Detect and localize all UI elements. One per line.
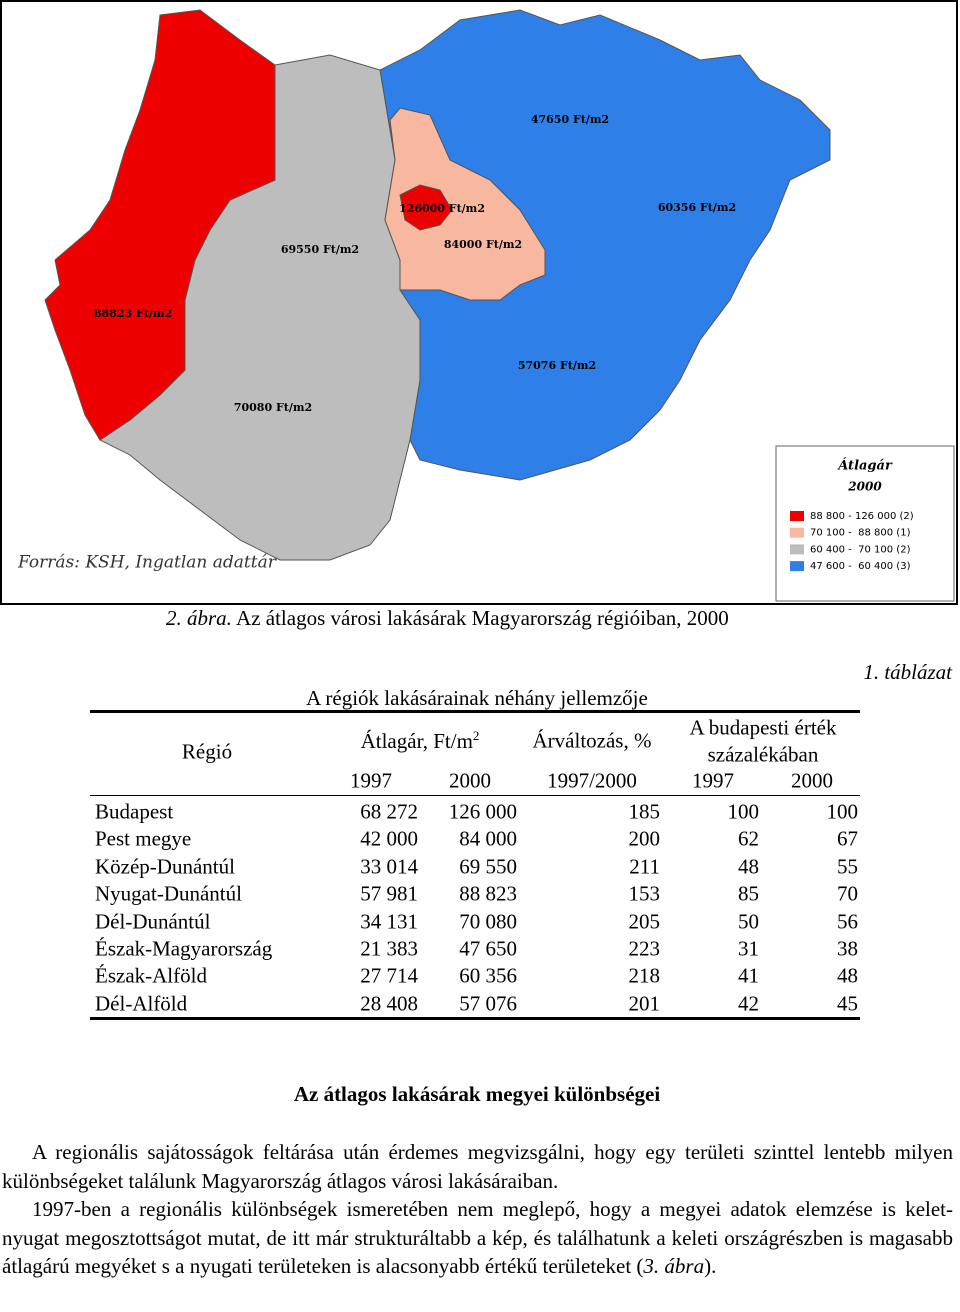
row-label: Észak-Alföld <box>95 963 207 988</box>
legend-swatch <box>790 544 804 555</box>
cell: 185 <box>628 799 661 824</box>
cell: 100 <box>826 799 859 824</box>
cell: 62 <box>738 826 759 851</box>
superscript: 2 <box>472 728 480 743</box>
legend-swatch <box>790 527 804 538</box>
cell: 69 550 <box>459 854 517 879</box>
cell: 45 <box>837 991 858 1016</box>
cell: 223 <box>628 936 661 961</box>
cell: 211 <box>629 854 660 879</box>
source: Forrás: KSH, Ingatlan adattár <box>17 553 277 573</box>
map-label: 88823 Ft/m2 <box>94 307 172 320</box>
cell: 57 981 <box>360 881 418 906</box>
legend-item: 47 600 - 60 400 (3) <box>810 561 911 572</box>
cell: 70 <box>837 881 858 906</box>
map-label: 60356 Ft/m2 <box>658 201 736 214</box>
legend-box <box>775 445 955 602</box>
cell: 42 000 <box>360 826 418 851</box>
header: A budapesti érték <box>689 715 837 740</box>
cell: 88 823 <box>459 881 517 906</box>
legend-swatch <box>790 561 804 572</box>
cell: 48 <box>837 963 858 988</box>
cell: 126 000 <box>448 799 517 824</box>
header: Árváltozás, % <box>532 728 652 753</box>
rule <box>90 795 860 796</box>
subheader: 1997 <box>692 768 734 793</box>
legend-year: 2000 <box>847 480 882 494</box>
cell: 100 <box>727 799 760 824</box>
rule <box>90 710 860 713</box>
map-label: 69550 Ft/m2 <box>281 243 359 256</box>
cell: 68 272 <box>360 799 418 824</box>
header-text: Átlagár, Ft/m <box>360 729 473 753</box>
rule <box>90 1017 860 1020</box>
section-heading: Az átlagos lakásárak megyei különbségei <box>293 1082 661 1106</box>
cell: 33 014 <box>360 854 418 879</box>
header: Átlagár, Ft/m2 <box>361 728 480 754</box>
map-label: 57076 Ft/m2 <box>518 359 596 372</box>
subheader: 2000 <box>449 768 491 793</box>
cell: 85 <box>738 881 759 906</box>
cell: 70 080 <box>459 909 517 934</box>
map-label: 70080 Ft/m2 <box>234 401 312 414</box>
figure-ref: 3. ábra <box>643 1254 705 1278</box>
cell: 21 383 <box>360 936 418 961</box>
legend-item: 60 400 - 70 100 (2) <box>810 544 911 555</box>
row-label: Észak-Magyarország <box>95 936 273 961</box>
legend-item: 70 100 - 88 800 (1) <box>810 528 911 539</box>
cell: 153 <box>628 881 661 906</box>
header: Régió <box>181 739 233 764</box>
cell: 42 <box>738 991 759 1016</box>
cell: 60 356 <box>459 963 517 988</box>
subheader: 1997/2000 <box>547 768 637 793</box>
subheader: 2000 <box>791 768 833 793</box>
paragraph-text: 1997-ben a regionális különbségek ismere… <box>2 1197 953 1278</box>
cell: 200 <box>628 826 661 851</box>
cell: 55 <box>837 854 858 879</box>
cell: 34 131 <box>360 909 418 934</box>
paragraph: 1997-ben a regionális különbségek ismere… <box>2 1195 953 1281</box>
cell: 31 <box>738 936 759 961</box>
row-label: Nyugat-Dunántúl <box>95 881 242 906</box>
map-label: 84000 Ft/m2 <box>444 238 522 251</box>
cell: 38 <box>837 936 858 961</box>
cell: 205 <box>628 909 661 934</box>
caption-text: Az átlagos városi lakásárak Magyarország… <box>236 606 729 630</box>
cell: 84 000 <box>459 826 517 851</box>
cell: 50 <box>738 909 759 934</box>
map-label: 126000 Ft/m2 <box>399 202 485 215</box>
legend-swatch <box>790 511 804 521</box>
row-label: Budapest <box>95 799 174 824</box>
cell: 48 <box>738 854 759 879</box>
row-label: Pest megye <box>95 826 192 851</box>
cell: 218 <box>628 963 661 988</box>
paragraph-text: ). <box>704 1254 717 1278</box>
map-region <box>399 184 453 231</box>
table-label: 1. táblázat <box>863 660 952 684</box>
cell: 47 650 <box>459 936 517 961</box>
legend-title: Átlagár <box>836 458 893 474</box>
row-label: Közép-Dunántúl <box>95 854 235 879</box>
legend-item: 88 800 - 126 000 (2) <box>810 511 914 522</box>
caption-label: 2. ábra. <box>166 606 232 630</box>
map-region <box>384 107 546 301</box>
cell: 57 076 <box>459 991 517 1016</box>
cell: 41 <box>738 963 759 988</box>
figure-caption: 2. ábra. Az átlagos városi lakásárak Mag… <box>166 606 729 631</box>
cell: 56 <box>837 909 858 934</box>
table-title: A régiók lakásárainak néhány jellemzője <box>306 686 648 710</box>
map-label: 47650 Ft/m2 <box>531 113 609 126</box>
row-label: Dél-Alföld <box>95 991 188 1016</box>
row-label: Dél-Dunántúl <box>95 909 211 934</box>
paragraph: A regionális sajátosságok feltárása után… <box>2 1140 953 1193</box>
cell: 201 <box>628 991 661 1016</box>
cell: 27 714 <box>360 963 418 988</box>
map-region <box>44 9 276 441</box>
header: százalékában <box>707 742 819 767</box>
cell: 67 <box>837 826 858 851</box>
subheader: 1997 <box>350 768 392 793</box>
map-figure: 47650 Ft/m2 126000 Ft/m2 60356 Ft/m2 69550 … <box>0 0 958 605</box>
cell: 28 408 <box>360 991 418 1016</box>
